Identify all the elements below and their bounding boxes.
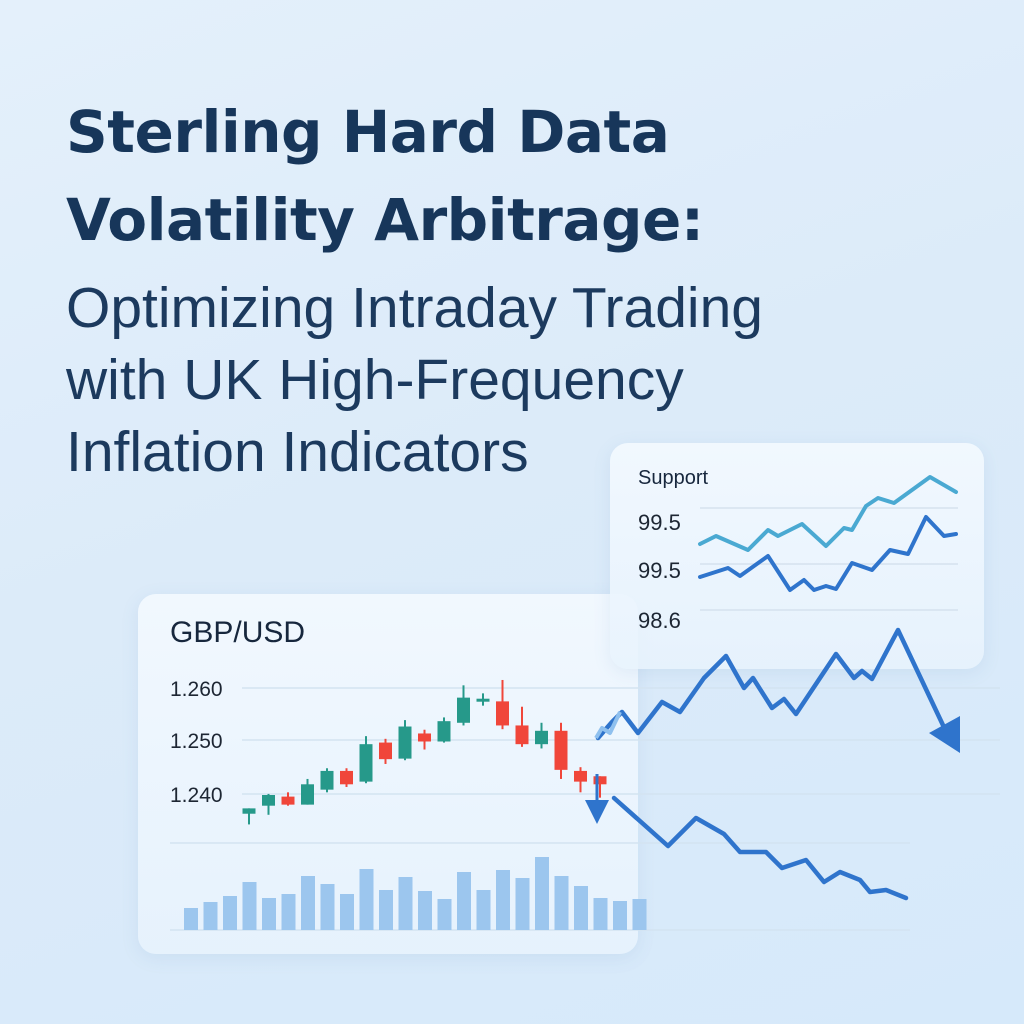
volume-bar: [515, 878, 530, 930]
y-tick-3: 1.240: [170, 784, 223, 807]
arrow-down-icon: [585, 800, 609, 824]
title-line-1: Sterling Hard Data: [66, 98, 670, 166]
support-y-tick-1: 99.5: [638, 510, 681, 535]
volume-bar: [593, 898, 608, 930]
volume-bar: [281, 894, 296, 930]
support-label: Support: [638, 467, 709, 489]
candle: [398, 720, 412, 761]
volume-bar: [457, 872, 471, 930]
candle: [515, 706, 529, 747]
volume-bar: [535, 857, 549, 930]
support-y-tick-3: 98.6: [638, 608, 681, 633]
candle: [262, 793, 275, 815]
faded-lead-line: [594, 711, 622, 740]
candle: [320, 768, 334, 793]
candle: [574, 767, 587, 793]
volume-bar: [359, 869, 374, 930]
main-gridlines: [170, 687, 1000, 931]
volume-bar: [203, 902, 218, 930]
subtitle-line-1: Optimizing Intraday Trading: [66, 276, 763, 340]
candle: [340, 768, 353, 787]
candle: [242, 808, 256, 825]
projection-lines: [595, 627, 953, 901]
volume-bar: [574, 886, 588, 930]
volume-bar: [184, 908, 198, 930]
line-downward-path: [611, 795, 909, 901]
arrow-down-right-icon: [929, 716, 960, 753]
volume-bar: [496, 870, 510, 930]
line-lower: [698, 515, 958, 592]
title-block: Sterling Hard Data Volatility Arbitrage:…: [66, 88, 763, 488]
volume-bars: [184, 857, 647, 930]
support-y-tick-2: 99.5: [638, 558, 681, 583]
candle: [379, 738, 392, 764]
candle: [437, 717, 451, 743]
support-gridlines: [700, 507, 958, 611]
volume-bar: [262, 898, 276, 930]
volume-bar: [242, 882, 257, 930]
volume-bar: [418, 891, 432, 930]
candle: [457, 685, 470, 726]
candle: [554, 722, 568, 779]
candle: [281, 792, 295, 806]
volume-bar: [320, 884, 335, 930]
candle: [301, 778, 314, 805]
candle: [496, 679, 509, 730]
volume-bar: [379, 890, 393, 930]
volume-bar: [301, 876, 315, 930]
volume-bar: [340, 894, 354, 930]
candle: [359, 736, 373, 784]
line-upward-path-then-drop: [595, 627, 953, 743]
volume-bar: [398, 877, 413, 930]
title-line-2: Volatility Arbitrage:: [66, 186, 704, 254]
volume-bar: [632, 899, 647, 930]
volume-bar: [554, 876, 569, 930]
subtitle-line-2: with UK High-Frequency: [66, 348, 684, 412]
support-lines: [698, 475, 958, 592]
candlesticks: [242, 679, 607, 825]
volume-bar: [476, 890, 491, 930]
subtitle-line-3: Inflation Indicators: [66, 420, 529, 484]
candle: [476, 693, 490, 706]
candle: [535, 722, 548, 749]
volume-bar: [437, 899, 452, 930]
y-tick-2: 1.250: [170, 730, 223, 753]
candle: [593, 776, 607, 798]
volume-bar: [613, 901, 627, 930]
candle: [418, 729, 431, 750]
volume-bar: [223, 896, 237, 930]
line-upper: [698, 475, 958, 552]
pair-label: GBP/USD: [170, 616, 306, 649]
y-tick-1: 1.260: [170, 678, 223, 701]
